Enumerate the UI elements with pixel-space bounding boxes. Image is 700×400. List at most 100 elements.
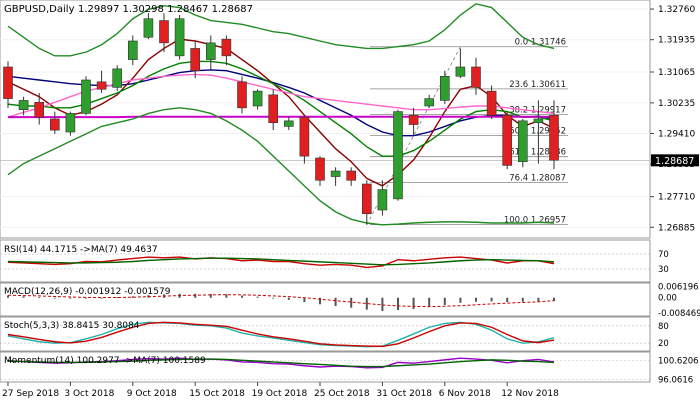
indicator-line [7,257,555,266]
candle-body [424,98,435,107]
candle-body [49,118,60,131]
candle-body [206,42,216,60]
macd-bar [272,297,275,299]
candle-body [408,114,419,125]
macd-tick-label: -0.008469 [658,309,700,319]
moving-averages [7,3,555,226]
candle-body [393,111,403,200]
macd-histogram [7,293,555,312]
fibonacci-levels: 0.0 1.31746 23.6 1.30611 38.2 1.29917 50.0 … [0,38,650,226]
candle-body [439,75,450,101]
time-tick-label: 31 Oct 2018 [376,389,432,399]
time-tick-label: 27 Sep 2018 [2,389,59,399]
macd-bar [475,297,477,302]
last-price-label: 1.28687 [655,156,694,167]
indicator-tick-label: 30 [658,265,669,275]
macd-bar [490,297,493,302]
macd-bar [194,293,197,298]
fib-level-label: 0.0 1.31746 [515,38,566,48]
macd-bar [443,297,446,305]
candle-body [18,100,29,111]
momentum-pane-frame [0,351,651,383]
rsi-lines [0,253,650,270]
candle-body [252,90,263,107]
momentum-lines [0,357,650,381]
candle-body [486,90,497,116]
indicator-tick-label: 70 [658,250,669,260]
candle-body [299,116,310,157]
macd-bar [256,296,259,298]
time-tick-label: 19 Oct 2018 [252,389,308,399]
indicator-tick-label: 20 [658,339,669,349]
rsi-pane-frame [0,239,651,283]
stoch-pane: 80 20 Stoch(5,3,3) 38.8415 30.8084 [0,316,669,352]
macd-bar [116,297,119,298]
macd-bar [303,297,306,303]
macd-bar [553,297,555,302]
macd-bar [287,297,290,300]
macd-label: MACD(12,26,9) -0.001912 -0.001579 [4,287,171,297]
price-pane-frame [0,0,651,239]
stoch-lines [0,321,650,348]
price-pane: 0.0 1.31746 23.6 1.30611 38.2 1.29917 50.0 … [0,0,699,239]
price-tick-label: 1.26885 [658,223,695,233]
candle-body [502,114,513,166]
price-tick-label: 1.30235 [658,99,695,109]
candle-body [549,114,559,161]
rsi-axis: 70 30 [658,250,669,275]
macd-bar [131,296,134,298]
candle-body [3,66,13,99]
candle-body [96,81,107,90]
indicator-line [7,358,555,368]
candle-body [471,66,481,88]
candle-body [112,68,122,88]
candle-body [221,38,232,57]
fib-level-label: 38.2 1.29917 [509,106,566,116]
candle-body [283,120,294,127]
macd-bar [241,295,243,298]
candlesticks [3,13,559,225]
macd-pane-frame [0,282,651,317]
price-tick-label: 1.27710 [658,193,695,203]
candle-body [237,81,247,109]
time-tick-label: 6 Nov 2018 [439,389,491,399]
macd-bar [506,297,509,303]
momentum-label: Momentum(14) 100.2977 ->MA(7) 100.1589 [4,356,206,366]
candle-body [81,79,91,114]
macd-bar [319,297,321,305]
candle-body [533,118,544,124]
candle-body [34,101,45,118]
macd-bar [85,297,87,299]
macd-bar [100,297,103,299]
rsi-pane: 70 30 RSI(14) 44.1715 ->MA(7) 49.4637 [0,239,669,283]
overlay-line [7,107,555,226]
macd-bar [22,296,25,298]
rsi-label: RSI(14) 44.1715 ->MA(7) 49.4637 [4,245,158,255]
fib-level-label: 23.6 1.30611 [509,80,566,90]
time-axis: 27 Sep 2018 3 Oct 2018 9 Oct 2018 15 Oct 20… [2,382,559,399]
candle-body [315,157,325,181]
macd-bar [38,297,41,298]
stoch-axis: 80 20 [658,322,669,349]
macd-bar [381,297,384,312]
price-tick-label: 1.31065 [658,68,695,78]
chart-title: GBPUSD,Daily [4,4,75,15]
overlay-line [7,38,555,187]
macd-bar [7,295,9,298]
macd-signal-line [7,294,555,308]
overlay-line [7,3,555,57]
macd-bar [537,297,540,302]
candle-body [361,183,372,215]
macd-tick-label: 0.00 [658,294,677,304]
price-tick-label: 1.31935 [658,36,695,46]
time-tick-label: 12 Nov 2018 [501,389,559,399]
macd-bar [225,294,228,298]
indicator-tick-label: 80 [658,322,669,332]
candle-body [268,94,279,124]
macd-bar [209,293,212,298]
stoch-pane-frame [0,316,651,352]
macd-bar [69,297,72,299]
macd-bar [459,297,462,303]
